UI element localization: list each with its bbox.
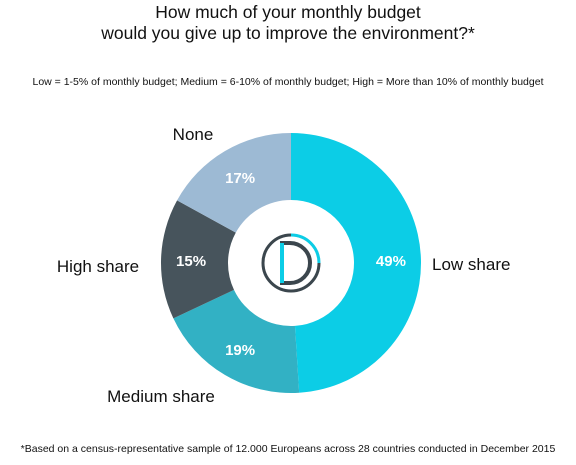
- slice-category-label: None: [173, 125, 214, 144]
- slice-category-labels: Low share Medium share High share None: [57, 125, 511, 406]
- slice-value-label: 49%: [376, 253, 406, 270]
- chart-title: How much of your monthly budget would yo…: [0, 2, 576, 44]
- d-logo-icon: [261, 233, 321, 293]
- slice-category-label: High share: [57, 257, 139, 276]
- chart-title-line-2: would you give up to improve the environ…: [101, 23, 475, 43]
- donut-slices: [160, 133, 421, 393]
- donut-slice-low-share: [291, 133, 421, 393]
- slice-category-label: Low share: [432, 255, 510, 274]
- slice-value-label: 15%: [176, 253, 206, 270]
- chart-subtitle: Low = 1-5% of monthly budget; Medium = 6…: [32, 76, 544, 88]
- donut-slice-high-share: [160, 200, 236, 319]
- donut-slice-medium-share: [173, 289, 300, 393]
- slice-category-label: Medium share: [107, 387, 215, 406]
- slice-value-label: 19%: [225, 342, 255, 359]
- slice-value-labels: 49% 19% 15% 17%: [176, 170, 406, 359]
- slice-value-label: 17%: [225, 170, 255, 187]
- chart-footnote: *Based on a census-representative sample…: [20, 443, 556, 455]
- donut-slice-none: [177, 133, 291, 233]
- chart-title-line-1: How much of your monthly budget: [155, 2, 421, 22]
